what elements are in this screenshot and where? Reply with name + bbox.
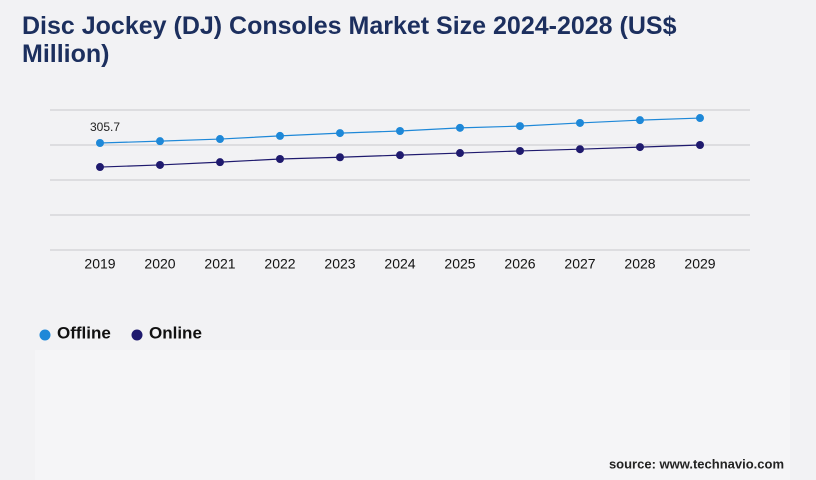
point	[516, 146, 524, 155]
x-tick-label: 2029	[684, 256, 715, 272]
x-tick-label: 2026	[504, 256, 535, 272]
point	[216, 158, 224, 167]
point	[276, 131, 284, 140]
point	[96, 163, 104, 172]
point	[516, 122, 524, 131]
x-tick-label: 2019	[84, 256, 115, 272]
point	[396, 151, 404, 160]
title-box: Disc Jockey (DJ) Consoles Market Size 20…	[22, 12, 677, 68]
point	[336, 153, 344, 162]
x-tick-label: 2023	[324, 256, 355, 272]
point	[96, 139, 104, 148]
x-tick-label: 2020	[144, 256, 175, 272]
point	[456, 123, 464, 132]
legend-marker	[131, 329, 143, 341]
point	[336, 129, 344, 138]
point	[456, 149, 464, 158]
x-tick-label: 2021	[204, 256, 235, 272]
point	[396, 127, 404, 135]
x-tick-label: 2022	[264, 256, 295, 272]
point	[156, 137, 164, 146]
point	[576, 145, 584, 154]
point	[156, 160, 164, 169]
legend-marker	[39, 329, 51, 341]
x-tick-label: 2028	[624, 256, 655, 272]
x-tick-label: 2025	[444, 256, 475, 272]
legend-label: Offline	[57, 323, 111, 342]
point	[636, 116, 644, 125]
panel	[35, 350, 790, 480]
point	[276, 155, 284, 163]
x-tick-label: 2027	[564, 256, 595, 272]
chart-title: Disc Jockey (DJ) Consoles Market Size 20…	[22, 12, 677, 68]
source: source: www.technavio.com	[609, 456, 784, 471]
point	[576, 118, 584, 127]
x-tick-label: 2024	[384, 256, 415, 272]
point	[696, 141, 704, 149]
legend-label: Online	[149, 323, 202, 342]
data-label: 305.7	[90, 120, 120, 134]
point	[216, 135, 224, 144]
point	[696, 114, 704, 123]
point	[636, 143, 644, 152]
